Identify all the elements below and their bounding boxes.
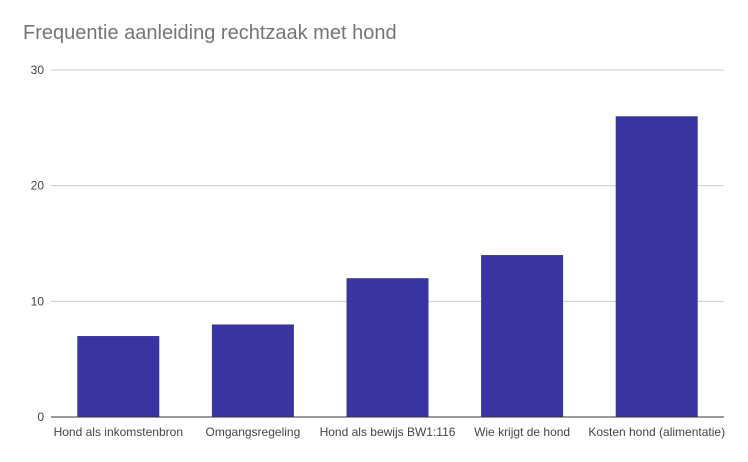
y-tick-label: 20 — [31, 179, 45, 193]
x-tick-label: Kosten hond (alimentatie) — [588, 425, 725, 439]
y-tick-label: 10 — [31, 294, 45, 308]
bar — [77, 336, 160, 417]
x-tick-label: Hond als bewijs BW1:116 — [320, 425, 456, 439]
x-tick-label: Wie krijgt de hond — [474, 425, 570, 439]
x-tick-label: Hond als inkomstenbron — [54, 425, 183, 439]
x-tick-label: Omgangsregeling — [206, 425, 301, 439]
chart-title: Frequentie aanleiding rechtzaak met hond — [23, 22, 397, 44]
bar — [615, 116, 698, 418]
bar — [211, 324, 294, 417]
y-tick-label: 0 — [37, 410, 44, 424]
y-tick-label: 30 — [31, 63, 45, 77]
bar — [481, 255, 564, 417]
bar — [346, 278, 429, 417]
